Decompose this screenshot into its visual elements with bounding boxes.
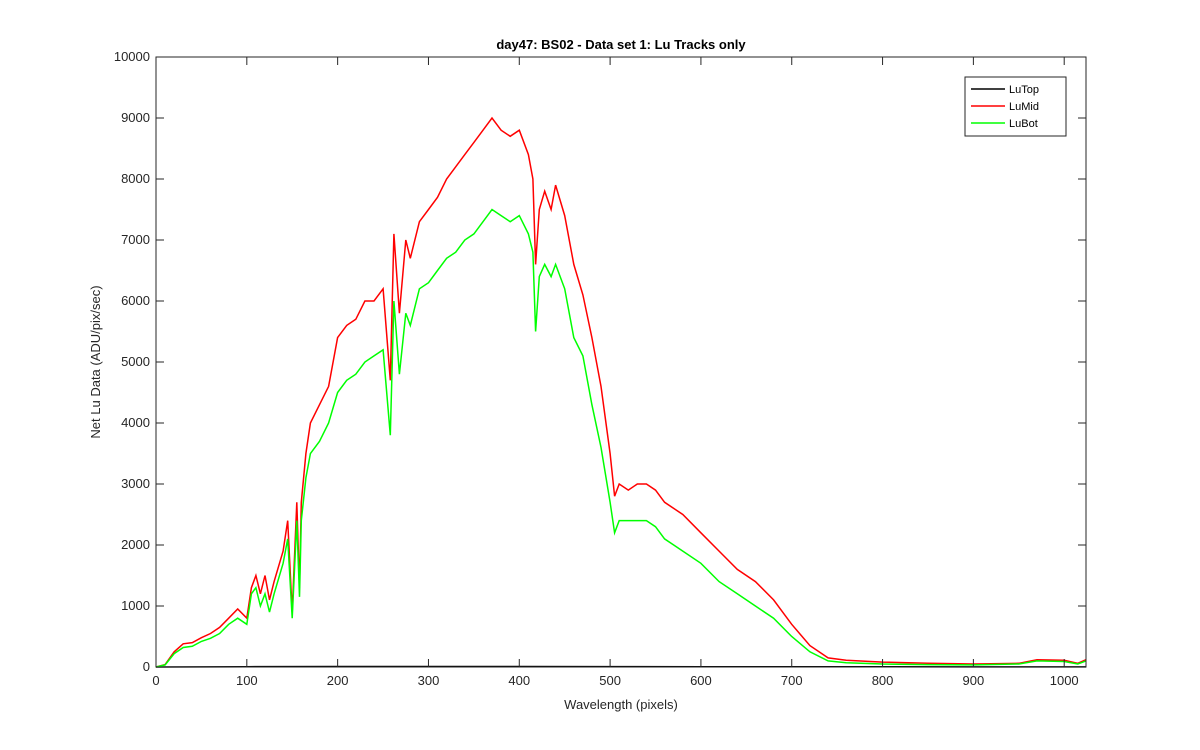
y-tick-label: 6000 [121,293,150,308]
y-tick-label: 3000 [121,476,150,491]
x-tick-label: 200 [327,673,349,688]
y-tick-label: 10000 [114,49,150,64]
legend-label-lumid: LuMid [1009,101,1039,113]
x-tick-label: 500 [599,673,621,688]
x-tick-label: 700 [781,673,803,688]
y-tick-label: 5000 [121,354,150,369]
x-tick-label: 400 [508,673,530,688]
legend-label-lutop: LuTop [1009,84,1039,96]
x-axis: 0 100 200 300 400 500 600 700 800 900 1000 [152,57,1079,688]
y-tick-label: 2000 [121,537,150,552]
y-tick-label: 8000 [121,171,150,186]
plot-area [156,57,1086,667]
x-tick-label: 0 [152,673,159,688]
x-tick-label: 600 [690,673,712,688]
legend-label-lubot: LuBot [1009,118,1038,130]
y-axis: 0 1000 2000 3000 4000 5000 6000 7000 8000 9000 100… [114,49,1086,674]
y-tick-label: 4000 [121,415,150,430]
y-tick-label: 1000 [121,598,150,613]
x-tick-label: 300 [418,673,440,688]
chart-title: day47: BS02 - Data set 1: Lu Tracks only [496,37,746,52]
y-tick-label: 9000 [121,110,150,125]
y-tick-label: 0 [143,659,150,674]
x-tick-label: 800 [872,673,894,688]
x-axis-label: Wavelength (pixels) [564,697,678,712]
x-tick-label: 900 [963,673,985,688]
series-line-lumid [155,116,1087,668]
y-axis-label: Net Lu Data (ADU/pix/sec) [88,285,103,438]
x-tick-label: 1000 [1050,673,1079,688]
x-tick-label: 100 [236,673,258,688]
legend: LuTop LuMid LuBot [964,76,1067,137]
y-tick-label: 7000 [121,232,150,247]
series-line-lubot [155,208,1087,668]
